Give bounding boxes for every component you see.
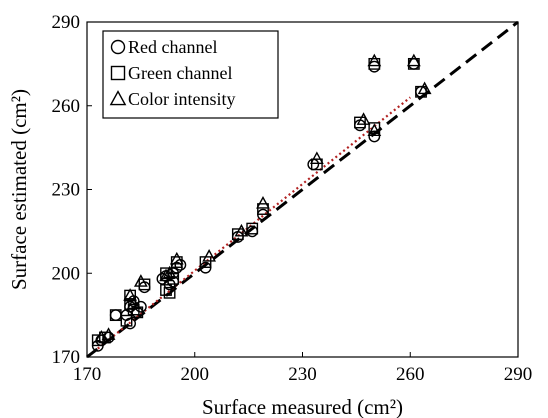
square-point: [354, 116, 366, 129]
square-point: [127, 303, 140, 316]
legend-label: Color intensity: [128, 89, 236, 109]
square-point: [120, 314, 133, 327]
square-point: [131, 306, 144, 319]
legend-box: [102, 30, 279, 119]
legend-label: Red channel: [128, 37, 217, 57]
legend-label: Green channel: [128, 63, 232, 83]
legend-triangle-symbol: [109, 90, 127, 106]
data-points: [91, 53, 432, 352]
triangle-point: [417, 81, 432, 95]
square-point: [138, 278, 151, 291]
legend: Red channel Green channel Color intensity: [102, 30, 279, 119]
square-point: [310, 158, 323, 171]
triangle-point: [169, 251, 184, 265]
triangle-point: [101, 327, 116, 340]
square-point: [231, 228, 244, 241]
triangle-point: [367, 123, 382, 137]
series-triangle: [94, 53, 432, 343]
triangle-point: [356, 112, 371, 125]
triangle-point: [309, 151, 324, 164]
triangle-point: [126, 296, 141, 310]
square-point: [368, 122, 381, 134]
x-tick-label: 200: [181, 364, 210, 385]
x-tick-label: 170: [73, 364, 102, 385]
identity-line: [86, 20, 519, 359]
circle-point: [124, 317, 137, 330]
triangle-point: [202, 249, 217, 262]
triangle-point: [234, 223, 249, 237]
triangle-point: [159, 268, 173, 282]
legend-square-symbol: [110, 65, 126, 81]
y-tick-label: 260: [52, 96, 81, 117]
square-point: [246, 222, 259, 235]
triangle-point: [123, 288, 138, 301]
triangle-point: [256, 196, 270, 209]
y-tick-label: 290: [52, 12, 81, 33]
triangle-point: [406, 53, 421, 67]
x-tick-label: 230: [288, 364, 317, 385]
square-point: [257, 203, 269, 215]
triangle-point: [133, 274, 148, 287]
square-point: [415, 85, 427, 98]
circle-point: [109, 309, 122, 322]
y-axis-title: Surface estimated (cm²): [7, 89, 31, 290]
x-tick-label: 290: [504, 364, 533, 385]
triangle-point: [162, 265, 177, 279]
circle-point: [407, 57, 420, 70]
axes: 170 200 230 260 290 170 200 230 260 290: [52, 12, 533, 385]
square-point: [160, 284, 172, 296]
x-tick-label: 260: [396, 364, 425, 385]
square-point: [91, 334, 104, 347]
square-point: [163, 286, 176, 299]
y-tick-label: 230: [52, 180, 81, 201]
circle-point: [368, 130, 381, 143]
legend-circle-symbol: [110, 39, 126, 55]
x-axis-title: Surface measured (cm²): [202, 395, 403, 418]
y-tick-label: 200: [52, 263, 81, 284]
triangle-point: [367, 53, 382, 67]
square-point: [99, 331, 111, 344]
y-tick-label: 170: [52, 347, 81, 368]
